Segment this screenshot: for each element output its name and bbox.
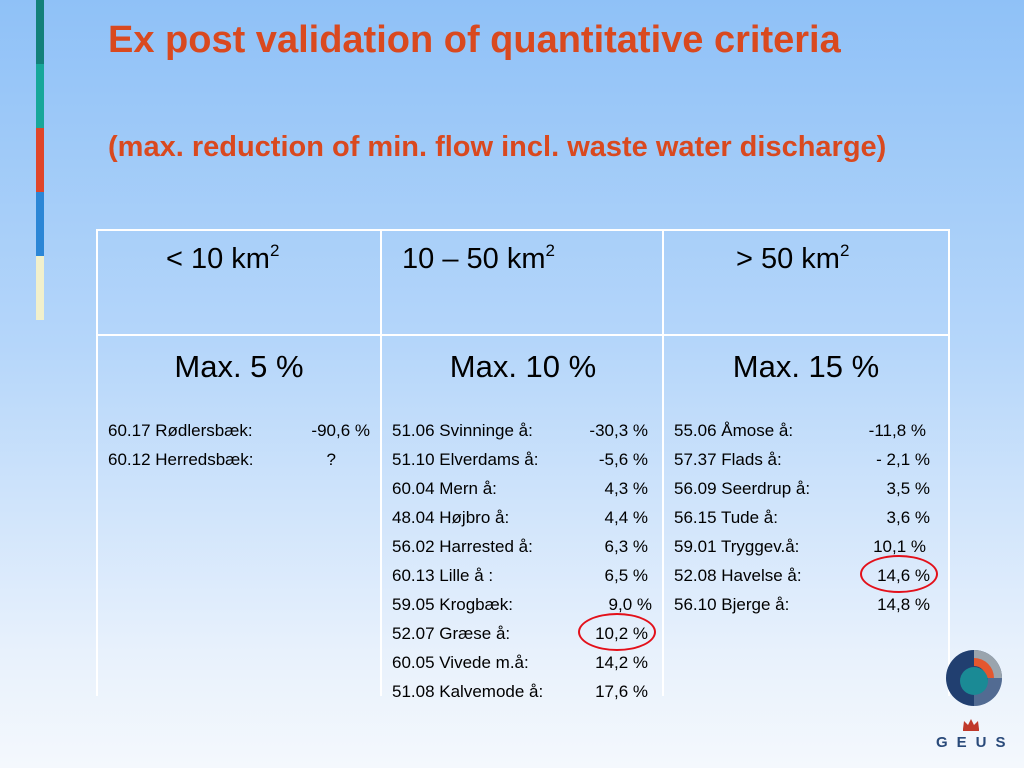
station-entry: 51.08 Kalvemode å: 17,6 %: [392, 682, 648, 711]
geus-wordmark: GEUS: [936, 734, 1015, 751]
station-name: 56.02 Harrested å:: [392, 537, 533, 556]
station-name: 60.13 Lille å :: [392, 566, 494, 585]
column-header: > 50 km2: [664, 231, 948, 336]
side-color-bar: [36, 0, 44, 322]
station-name: 48.04 Højbro å:: [392, 508, 510, 527]
station-entry: 59.05 Krogbæk: 9,0 %: [392, 595, 652, 624]
station-entry: 48.04 Højbro å: 4,4 %: [392, 508, 648, 537]
station-name: 60.04 Mern å:: [392, 479, 497, 498]
max-reduction-label: Max. 15 %: [732, 349, 880, 384]
station-entry-highlighted: 52.08 Havelse å: 14,6 %: [674, 555, 938, 595]
station-list: 51.06 Svinninge å: -30,3 % 51.10 Elverdam…: [392, 421, 656, 711]
max-reduction-label: Max. 10 %: [449, 349, 597, 384]
station-entry: 60.05 Vivede m.å: 14,2 %: [392, 653, 648, 682]
station-value: 4,3 %: [604, 479, 648, 498]
station-value: 3,5 %: [886, 479, 930, 498]
station-entry: 55.06 Åmose å: -11,8 %: [674, 421, 930, 450]
station-name: 59.05 Krogbæk:: [392, 595, 513, 614]
station-list: 55.06 Åmose å: -11,8 % 57.37 Flads å: - 2,…: [674, 421, 938, 624]
station-value: 17,6 %: [595, 682, 648, 701]
stripe-1: [36, 0, 44, 64]
criteria-table: < 10 km2 Max. 5 % 60.17 Rødlersbæk: -90,…: [96, 229, 950, 701]
station-value: -11,8 %: [868, 421, 926, 440]
header-text: > 50 km2: [736, 241, 850, 275]
station-entry: 56.15 Tude å: 3,6 %: [674, 508, 930, 537]
stripe-4: [36, 192, 44, 256]
station-name: 51.08 Kalvemode å:: [392, 682, 544, 701]
column-header: < 10 km2: [98, 231, 380, 336]
column-header: 10 – 50 km2: [382, 231, 664, 336]
station-value: 9,0 %: [608, 595, 652, 614]
station-entry: 51.06 Svinninge å: -30,3 %: [392, 421, 648, 450]
station-value: ?: [326, 450, 336, 469]
station-entry: 59.01 Tryggev.å: 10,1 %: [674, 537, 930, 566]
station-name: 55.06 Åmose å:: [674, 421, 794, 440]
stripe-2: [36, 64, 44, 128]
station-name: 60.17 Rødlersbæk:: [108, 421, 253, 440]
station-entry: 56.10 Bjerge å: 14,8 %: [674, 595, 930, 624]
station-entry: 60.13 Lille å : 6,5 %: [392, 566, 648, 595]
station-name: 60.05 Vivede m.å:: [392, 653, 529, 672]
station-value: 6,3 %: [604, 537, 648, 556]
station-name: 52.07 Græse å:: [392, 624, 511, 643]
column-large-catchment: > 50 km2 Max. 15 % 55.06 Åmose å: -11,8 %…: [662, 231, 948, 696]
header-text: 10 – 50 km2: [402, 241, 555, 275]
station-name: 51.06 Svinninge å:: [392, 421, 533, 440]
max-reduction-label: Max. 5 %: [174, 349, 304, 384]
station-entry-highlighted: 52.07 Græse å: 10,2 %: [392, 613, 656, 653]
highlight-circle: [578, 613, 656, 651]
station-entry: 60.17 Rødlersbæk: -90,6 %: [108, 421, 370, 450]
station-name: 60.12 Herredsbæk:: [108, 450, 254, 469]
station-value: - 2,1 %: [876, 450, 930, 469]
station-name: 56.15 Tude å:: [674, 508, 778, 527]
station-value: -5,6 %: [598, 450, 648, 469]
stripe-5: [36, 256, 44, 320]
station-entry: 56.02 Harrested å: 6,3 %: [392, 537, 648, 566]
station-entry: 57.37 Flads å: - 2,1 %: [674, 450, 930, 479]
station-entry: 56.09 Seerdrup å: 3,5 %: [674, 479, 930, 508]
station-name: 59.01 Tryggev.å:: [674, 537, 800, 556]
station-value: -30,3 %: [589, 421, 648, 440]
highlight-circle: [860, 555, 938, 593]
geus-logo-icon: [946, 650, 1002, 706]
station-value: 14,2 %: [595, 653, 648, 672]
station-value: 10,1 %: [873, 537, 926, 556]
header-text: < 10 km2: [166, 241, 280, 275]
station-name: 56.09 Seerdrup å:: [674, 479, 811, 498]
crown-icon: [963, 719, 979, 731]
station-list: 60.17 Rødlersbæk: -90,6 % 60.12 Herredsb…: [108, 421, 370, 479]
station-value: 14,8 %: [877, 595, 930, 614]
stripe-3: [36, 128, 44, 192]
column-medium-catchment: 10 – 50 km2 Max. 10 % 51.06 Svinninge å:…: [380, 231, 664, 701]
station-value: 6,5 %: [604, 566, 648, 585]
station-entry: 60.04 Mern å: 4,3 %: [392, 479, 648, 508]
station-entry: 60.12 Herredsbæk: ?: [108, 450, 370, 479]
station-value: 3,6 %: [886, 508, 930, 527]
station-entry: 51.10 Elverdams å: -5,6 %: [392, 450, 648, 479]
slide-title: Ex post validation of quantitative crite…: [108, 19, 841, 61]
station-name: 57.37 Flads å:: [674, 450, 782, 469]
station-name: 52.08 Havelse å:: [674, 566, 802, 585]
column-small-catchment: < 10 km2 Max. 5 % 60.17 Rødlersbæk: -90,…: [98, 231, 380, 696]
station-value: -90,6 %: [311, 421, 370, 440]
station-name: 51.10 Elverdams å:: [392, 450, 539, 469]
station-value: 4,4 %: [604, 508, 648, 527]
slide-subtitle: (max. reduction of min. flow incl. waste…: [108, 131, 887, 163]
station-name: 56.10 Bjerge å:: [674, 595, 790, 614]
